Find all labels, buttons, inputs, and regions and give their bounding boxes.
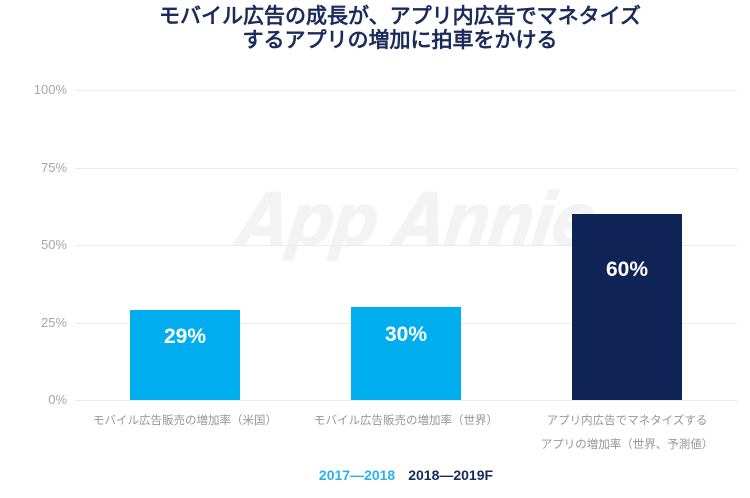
chart-title: モバイル広告の成長が、アプリ内広告でマネタイズ するアプリの増加に拍車をかける (50, 5, 750, 53)
bar-value-label: 29% (163, 325, 207, 349)
chart-legend: 2017—2018 2018—2019F (75, 466, 737, 484)
x-axis-category-label-line: モバイル広告販売の増加率（米国） (93, 415, 277, 427)
x-axis-category-label: モバイル広告販売の増加率（世界） (266, 409, 546, 433)
x-axis-category-label-line: アプリの増加率（世界、予測値） (540, 439, 714, 451)
x-axis-category-label-line: アプリ内広告でマネタイズする (546, 415, 708, 427)
x-axis-category-label-line: モバイル広告販売の増加率（世界） (314, 415, 498, 427)
gridline-75 (75, 167, 737, 169)
gridline-0 (75, 400, 737, 401)
legend-item-2: 2018—2019F (408, 467, 494, 483)
x-axis-category-label: アプリ内広告でマネタイズする アプリの増加率（世界、予測値） (487, 409, 750, 457)
x-axis-category-label: モバイル広告販売の増加率（米国） (45, 409, 325, 433)
chart-title-line1: モバイル広告の成長が、アプリ内広告でマネタイズ (159, 5, 641, 28)
chart-bar-1: 29% (130, 310, 240, 400)
legend-item-1: 2017—2018 (318, 467, 396, 483)
bar-chart-plot-area: 0% 25% 50% 75% 100% 29% 30% 60% モバイル広告販売の増加率（米国）… (34, 82, 737, 451)
gridline-100 (75, 90, 737, 91)
chart-bar-2: 30% (351, 307, 461, 400)
bar-value-label: 60% (605, 257, 649, 281)
y-axis-tick-label: 0% (48, 392, 67, 407)
y-axis-tick-label: 100% (33, 82, 67, 97)
y-axis-tick-label: 25% (40, 314, 67, 330)
y-axis-tick-label: 75% (40, 159, 67, 175)
bar-value-label: 30% (384, 322, 428, 346)
chart-title-line2: するアプリの増加に拍車をかける (242, 29, 558, 52)
gridline-50 (75, 245, 737, 246)
chart-bar-3: 60% (572, 214, 682, 400)
y-axis-tick-label: 50% (40, 237, 67, 252)
